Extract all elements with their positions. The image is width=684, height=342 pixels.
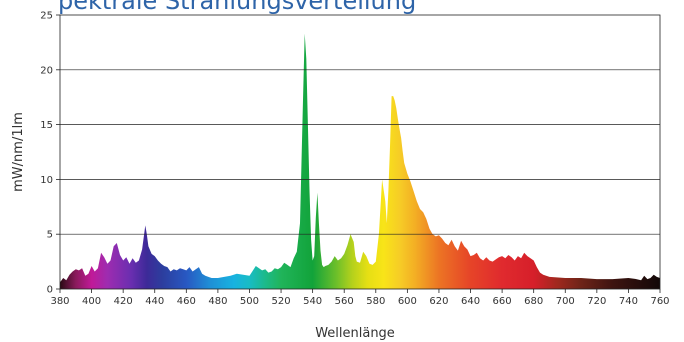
y-tick-label: 5 <box>47 230 53 241</box>
chart-title: pektrale Strahlungsverteilung <box>58 0 416 15</box>
y-tick-label: 15 <box>40 120 53 131</box>
plot-frame <box>59 14 661 290</box>
x-tick-label: 660 <box>493 296 512 307</box>
x-tick-label: 500 <box>240 296 259 307</box>
x-tick-label: 600 <box>398 296 417 307</box>
y-axis-ticks: 0 5 10 15 20 25 <box>40 11 60 296</box>
x-tick-label: 700 <box>556 296 575 307</box>
x-tick-label: 440 <box>145 296 164 307</box>
spectrum-area <box>60 33 660 289</box>
x-tick-label: 680 <box>524 296 543 307</box>
x-tick-label: 560 <box>335 296 354 307</box>
x-tick-label: 540 <box>303 296 322 307</box>
x-axis-ticks: 380 400 420 440 460 480 500 520 540 560 580 600 620 6… <box>50 289 670 307</box>
y-tick-label: 0 <box>47 285 53 296</box>
x-axis-label: Wellenlänge <box>315 326 395 341</box>
x-tick-label: 740 <box>619 296 638 307</box>
y-tick-label: 10 <box>40 175 53 186</box>
x-tick-label: 460 <box>177 296 196 307</box>
x-tick-label: 760 <box>650 296 669 307</box>
x-tick-label: 620 <box>429 296 448 307</box>
x-tick-label: 640 <box>461 296 480 307</box>
y-tick-label: 20 <box>40 65 53 76</box>
x-tick-label: 480 <box>208 296 227 307</box>
y-tick-label: 25 <box>40 11 53 22</box>
x-tick-label: 520 <box>272 296 291 307</box>
x-tick-label: 400 <box>82 296 101 307</box>
plot-area <box>59 14 661 290</box>
x-tick-label: 380 <box>50 296 69 307</box>
x-tick-label: 580 <box>366 296 385 307</box>
y-axis-label: mW/nm/1lm <box>11 112 26 192</box>
x-tick-label: 420 <box>114 296 133 307</box>
x-tick-label: 720 <box>587 296 606 307</box>
